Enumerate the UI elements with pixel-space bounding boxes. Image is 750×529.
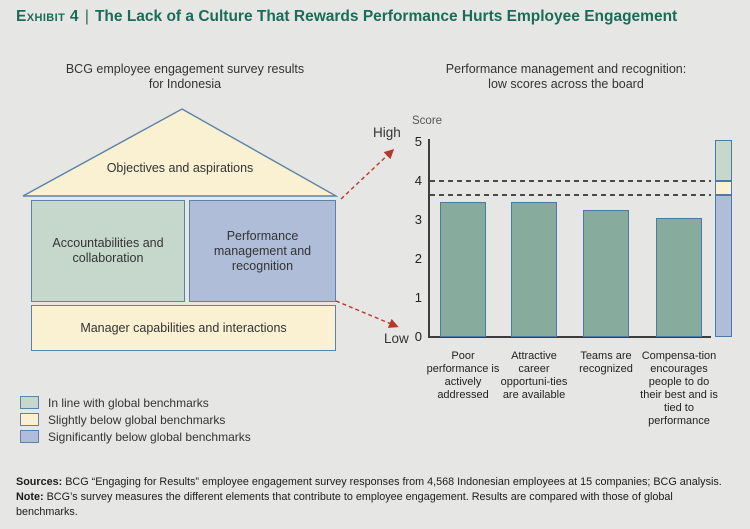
footer-notes: Sources: BCG “Engaging for Results” empl… (16, 475, 736, 520)
house-roof-triangle (22, 108, 339, 197)
title-separator: | (84, 8, 89, 25)
sources-label: Sources: (16, 476, 63, 488)
y-axis-title: Score (412, 115, 443, 127)
y-tick-label: 3 (414, 212, 422, 227)
house-box-performance: Performance management and recognition (189, 200, 336, 302)
house-box-performance-label: Performance management and recognition (213, 228, 312, 273)
house-roof-label: Objectives and aspirations (106, 161, 254, 175)
legend-item-significantly-below: Significantly below global benchmarks (20, 428, 251, 445)
y-axis-line (428, 139, 430, 338)
page-title: The Lack of a Culture That Rewards Perfo… (94, 8, 678, 25)
y-tick-label: 4 (414, 173, 422, 188)
axis-low-label: Low (384, 331, 409, 346)
legend-swatch-cream (20, 413, 39, 426)
right-panel-heading: Performance management and recognition: … (445, 62, 687, 91)
house-box-accountabilities: Accountabilities and collaboration (31, 200, 185, 302)
axis-high-label: High (373, 125, 401, 140)
reference-bar-segment (715, 181, 732, 195)
note-line: Note: BCG’s survey measures the differen… (16, 490, 736, 520)
reference-bar-segment (715, 194, 732, 337)
roof-shape (22, 108, 339, 197)
x-axis-line (428, 336, 711, 338)
legend-swatch-green (20, 396, 39, 409)
house-box-accountabilities-label: Accountabilities and collaboration (52, 236, 164, 265)
left-panel-heading: BCG employee engagement survey results f… (65, 62, 305, 91)
y-tick-label: 1 (414, 290, 422, 305)
house-box-manager: Manager capabilities and interactions (31, 305, 336, 351)
bar (440, 202, 486, 337)
bar-category-label: Teams are recognized (579, 350, 633, 375)
benchmark-dashed-line (430, 193, 711, 196)
legend-label-significantly-below: Significantly below global benchmarks (48, 429, 251, 444)
legend: In line with global benchmarks Slightly … (20, 394, 251, 445)
sources-text: BCG “Engaging for Results” employee enga… (65, 476, 722, 488)
sources-line: Sources: BCG “Engaging for Results” empl… (16, 475, 736, 490)
benchmark-dashed-line (430, 180, 711, 182)
exhibit-title: Exhibit 4 | The Lack of a Culture That Rew… (16, 8, 677, 26)
legend-swatch-blue (20, 430, 39, 443)
y-tick-label: 5 (414, 134, 422, 149)
legend-label-inline: In line with global benchmarks (48, 395, 209, 410)
bar (656, 218, 702, 337)
y-tick-label: 2 (414, 251, 422, 266)
legend-item-slightly-below: Slightly below global benchmarks (20, 411, 251, 428)
bar (583, 210, 629, 337)
bar-category-label: Poor performance is actively addressed (426, 350, 500, 401)
bar (511, 202, 557, 337)
exhibit-number-label: Exhibit 4 (16, 8, 79, 25)
reference-bar-segment (715, 140, 732, 181)
y-tick-label: 0 (414, 329, 422, 344)
bar-category-label: Attractive career opportuni-ties are ava… (500, 350, 568, 401)
legend-label-slightly-below: Slightly below global benchmarks (48, 412, 226, 427)
house-box-manager-label: Manager capabilities and interactions (80, 320, 287, 335)
note-label: Note: (16, 491, 44, 503)
legend-item-inline: In line with global benchmarks (20, 394, 251, 411)
bar-category-label: Compensa-tion encourages people to do th… (640, 350, 718, 427)
note-text: BCG’s survey measures the different elem… (16, 491, 673, 518)
